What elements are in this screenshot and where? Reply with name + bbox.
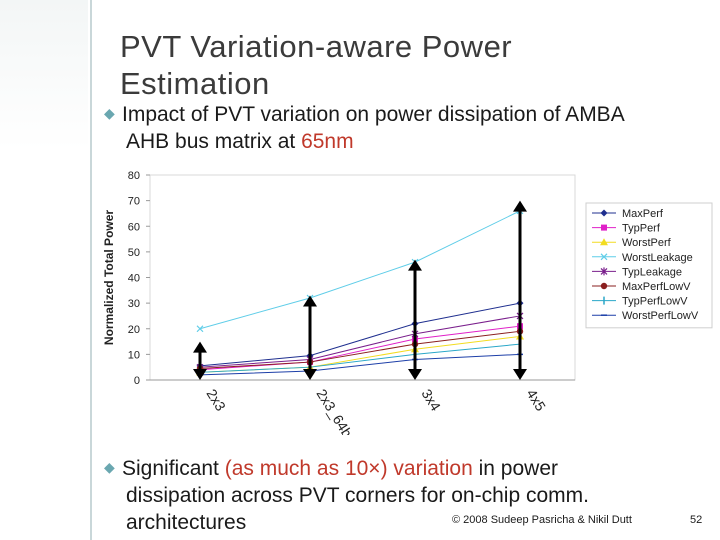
y-tick-label: 70	[128, 196, 140, 208]
bullet-2-suffix: in power	[472, 457, 558, 480]
legend-label: WorstPerf	[622, 237, 672, 249]
series-line-TypPerf	[199, 325, 521, 371]
x-tick-label: 3x4	[418, 386, 444, 414]
bullet-2-prefix: Significant	[122, 457, 225, 480]
x-tick-label: 4x5	[523, 386, 549, 414]
bullet-2-line-2: dissipation across PVT corners for on-ch…	[126, 484, 589, 507]
variation-arrow-head-bottom	[193, 369, 207, 380]
variation-arrow-head-bottom	[408, 369, 422, 380]
bullet-1-continuation: AHB bus matrix at	[126, 130, 302, 153]
page-number: 52	[690, 514, 703, 526]
series-line-WorstPerfLowV	[199, 353, 521, 376]
series-line-MaxPerfLowV	[199, 330, 521, 369]
data-point-WorstLeakage	[196, 325, 204, 333]
bullet-1-highlight: 65nm	[301, 130, 354, 153]
bullet-2: ◆ Significant (as much as 10×) variation …	[104, 454, 714, 536]
y-tick-label: 0	[134, 375, 140, 387]
variation-arrow-head-top	[303, 295, 317, 307]
legend-label: MaxPerfLowV	[622, 281, 691, 293]
series-line-TypPerfLowV	[199, 343, 521, 373]
legend-label: TypPerfLowV	[622, 296, 688, 308]
x-tick-label: 2x3_64b	[313, 386, 355, 435]
footer-copyright: © 2008 Sudeep Pasricha & Nikil Dutt	[452, 514, 632, 526]
bullet-1-text: Impact of PVT variation on power dissipa…	[122, 103, 625, 126]
legend-box	[585, 202, 713, 329]
series-line-WorstPerf	[199, 335, 521, 373]
y-tick-label: 60	[128, 221, 140, 233]
variation-arrow-head-top	[193, 341, 207, 353]
y-tick-label: 80	[128, 170, 140, 182]
legend-marker-MaxPerf	[600, 209, 608, 217]
bullet-icon: ◆	[104, 459, 115, 475]
series-line-TypLeakage	[199, 315, 521, 368]
plot-frame	[149, 174, 576, 381]
x-tick-label: 2x3	[203, 386, 229, 414]
legend-marker-WorstPerf	[600, 238, 608, 246]
y-tick-label: 30	[128, 298, 140, 310]
y-tick-label: 40	[128, 273, 140, 285]
y-axis-label: Normalized Total Power	[102, 210, 116, 345]
variation-arrow-head-bottom	[303, 369, 317, 380]
y-tick-label: 50	[128, 247, 140, 259]
left-rule	[90, 0, 92, 540]
legend-label: TypPerf	[622, 223, 661, 235]
bullet-1: ◆ Impact of PVT variation on power dissip…	[104, 100, 714, 155]
bullet-icon: ◆	[104, 105, 115, 121]
legend-marker-WorstLeakage	[600, 253, 608, 261]
series-line-WorstLeakage	[199, 210, 521, 330]
bullet-2-highlight: (as much as 10×) variation	[224, 457, 473, 480]
legend-label: WorstPerfLowV	[622, 310, 699, 322]
series-line-MaxPerf	[199, 302, 521, 367]
slide-title: PVT Variation-aware Power Estimation	[120, 29, 513, 101]
legend-marker-MaxPerfLowV	[600, 282, 608, 290]
legend-marker-TypPerf	[601, 224, 607, 231]
variation-arrow-head-top	[408, 259, 422, 271]
legend-marker-TypLeakage	[600, 267, 608, 276]
y-tick-label: 10	[128, 349, 140, 361]
bullet-2-line-3: architectures	[126, 511, 247, 534]
legend-label: TypLeakage	[622, 266, 682, 278]
legend-label: WorstLeakage	[622, 252, 693, 264]
legend-label: MaxPerf	[622, 208, 664, 220]
variation-arrow-head-bottom	[513, 369, 527, 380]
y-tick-label: 20	[128, 324, 140, 336]
left-decoration	[0, 0, 88, 150]
power-chart: 0 10 20 30 40 50 60 70 80 Normalized Total Power 2…	[102, 170, 713, 435]
variation-arrow-head-top	[513, 200, 527, 212]
